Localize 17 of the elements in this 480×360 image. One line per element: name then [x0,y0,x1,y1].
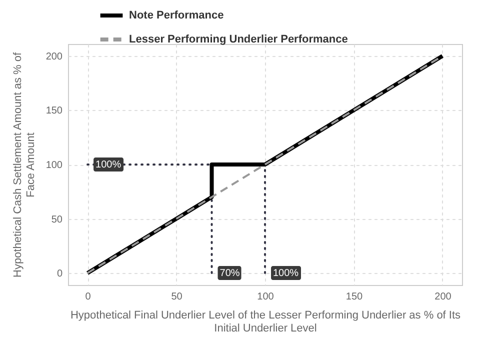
y-axis-title: Hypothetical Cash Settlement Amount as % of Face Amount [12,52,37,278]
annotation: 100% [273,268,299,280]
x-tick-label: 200 [434,292,452,302]
legend-label: Note Performance [129,10,224,22]
x-tick-label: 100 [257,292,274,302]
y-tick-label: 150 [46,106,63,117]
legend-label: Lesser Performing Underlier Performance [129,34,348,46]
y-tick-label: 50 [51,214,63,226]
x-tick-label: 0 [85,292,92,302]
annotation: 70% [220,268,240,280]
x-tick-label: 50 [171,292,183,302]
y-tick-label: 200 [46,51,63,62]
x-tick-label: 150 [346,292,364,302]
annotation: 100% [96,160,122,170]
y-tick-label: 0 [56,268,63,280]
x-axis-title: Hypothetical Final Underlier Level of the Lesser Performing Underlier as % of Its Initial Underlier Level [70,310,462,334]
y-tick-label: 100 [46,160,63,171]
